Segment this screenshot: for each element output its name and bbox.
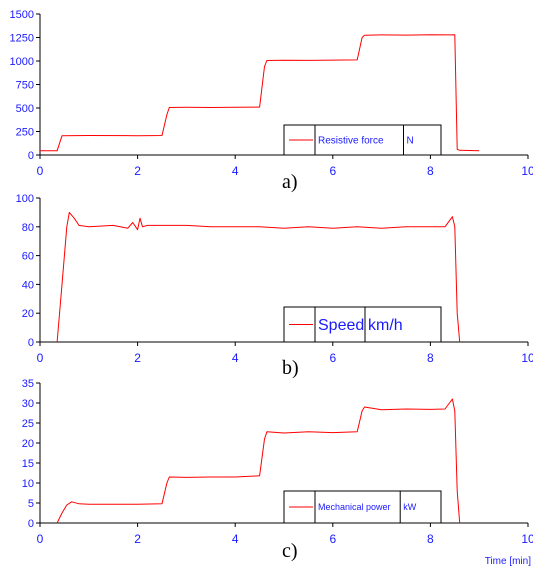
x-tick-label: 8 <box>427 164 434 178</box>
x-axis-title-c: Time [min] <box>485 556 532 567</box>
y-tick-label: 20 <box>22 438 34 450</box>
y-tick-label: 0 <box>28 518 34 530</box>
y-tick-label: 20 <box>22 308 34 320</box>
legend-a: Resistive force N <box>283 124 442 156</box>
panel-label-b: b) <box>282 357 299 379</box>
x-tick-label: 4 <box>232 164 239 178</box>
x-tick-label: 8 <box>427 351 434 365</box>
y-tick-label: 40 <box>22 279 34 291</box>
trace-a <box>40 34 480 152</box>
legend-unit: N <box>407 136 414 147</box>
x-tick-label: 8 <box>427 532 434 546</box>
x-tick-label: 2 <box>134 351 141 365</box>
y-tick-label: 0 <box>28 337 34 349</box>
series-line <box>56 211 461 343</box>
y-tick-label: 250 <box>16 127 34 139</box>
x-tick-label: 10 <box>521 351 533 365</box>
legend-series-name: Mechanical power <box>318 502 391 512</box>
series-line <box>56 398 461 524</box>
x-tick-label: 6 <box>329 164 336 178</box>
legend-series-name: Resistive force <box>318 136 384 147</box>
series-line <box>40 34 480 152</box>
x-tick-label: 10 <box>521 164 533 178</box>
legend-b: Speed km/h <box>283 306 442 343</box>
y-tick-label: 25 <box>22 418 34 430</box>
x-tick-label: 4 <box>232 532 239 546</box>
y-tick-label: 60 <box>22 251 34 263</box>
y-tick-label: 80 <box>22 222 34 234</box>
y-tick-label: 500 <box>16 103 34 115</box>
panel-label-c: c) <box>282 540 298 562</box>
y-tick-label: 1000 <box>10 56 34 68</box>
trace-c <box>56 398 461 524</box>
axes-a: 0 250 500 750 1000 1250 1500 0 2 4 6 8 10 <box>10 9 533 178</box>
trace-b <box>56 211 461 343</box>
legend-unit: km/h <box>368 317 403 334</box>
y-tick-label: 1250 <box>10 33 34 45</box>
x-tick-label: 0 <box>37 351 44 365</box>
y-tick-label: 35 <box>22 378 34 390</box>
x-tick-label: 4 <box>232 351 239 365</box>
x-tick-label: 10 <box>521 532 533 546</box>
x-tick-label: 6 <box>329 532 336 546</box>
legend-c: Mechanical power kW <box>283 490 442 524</box>
x-tick-label: 0 <box>37 532 44 546</box>
x-tick-label: 2 <box>134 532 141 546</box>
panel-label-a: a) <box>282 171 298 193</box>
y-tick-label: 750 <box>16 80 34 92</box>
y-tick-label: 10 <box>22 478 34 490</box>
legend-unit: kW <box>403 502 417 512</box>
axes-b: 0 20 40 60 80 100 0 2 4 6 8 10 <box>16 193 533 365</box>
y-tick-label: 15 <box>22 458 34 470</box>
y-tick-label: 100 <box>16 193 34 205</box>
x-tick-label: 0 <box>37 164 44 178</box>
legend-series-name: Speed <box>318 317 364 334</box>
y-tick-label: 0 <box>28 150 34 162</box>
x-tick-label: 6 <box>329 351 336 365</box>
panel-c: 0 5 10 15 20 25 30 35 0 2 4 6 8 10 Mechanical power kW… <box>22 378 533 567</box>
x-tick-label: 2 <box>134 164 141 178</box>
panel-b: 0 20 40 60 80 100 0 2 4 6 8 10 Speed km/h b) <box>16 193 533 379</box>
y-tick-label: 30 <box>22 398 34 410</box>
y-tick-label: 1500 <box>10 9 34 21</box>
y-tick-label: 5 <box>28 498 34 510</box>
panel-a: 0 250 500 750 1000 1250 1500 0 2 4 6 8 10 Resistive … <box>10 9 533 193</box>
